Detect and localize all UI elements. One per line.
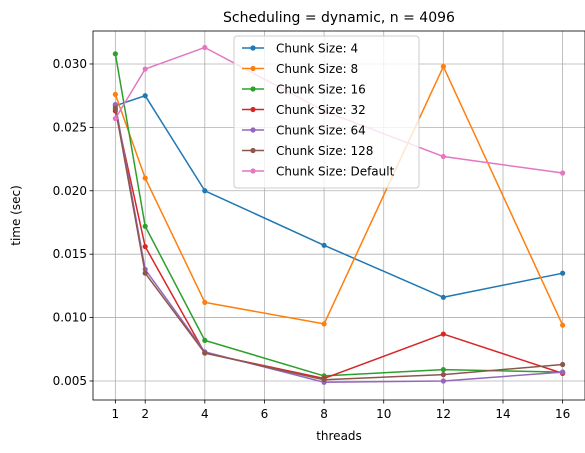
- data-point: [202, 188, 208, 194]
- x-tick-label: 6: [261, 407, 269, 421]
- data-point: [202, 337, 208, 344]
- legend-marker: [250, 127, 256, 133]
- legend-marker: [250, 45, 256, 51]
- x-tick-label: 4: [201, 407, 209, 421]
- series-group: [112, 44, 566, 385]
- data-point: [321, 377, 327, 383]
- axes: 1 2 4 6 8 10 12 14 160.0050.0100.0150.0200.0250.…: [53, 57, 571, 421]
- data-point: [560, 270, 566, 276]
- data-point: [560, 361, 566, 368]
- series-line: [114, 53, 563, 377]
- legend-box: [233, 35, 420, 189]
- x-tick-label: 1: [112, 407, 120, 421]
- data-point: [202, 44, 208, 51]
- x-tick-label: 12: [436, 407, 451, 421]
- data-point: [142, 66, 148, 72]
- data-point: [321, 242, 327, 248]
- legend-label: Chunk Size: 32: [276, 103, 366, 117]
- legend-marker: [250, 86, 256, 92]
- y-tick-label: 0.025: [53, 120, 87, 134]
- legend-label: Chunk Size: 128: [276, 144, 373, 158]
- data-point: [112, 105, 118, 111]
- y-tick-label: 0.015: [53, 247, 87, 261]
- legend-label: Chunk Size: 4: [276, 42, 358, 56]
- data-point: [142, 223, 148, 229]
- data-point: [142, 243, 148, 250]
- x-tick-label: 8: [320, 407, 328, 421]
- data-point: [560, 170, 566, 176]
- data-point: [440, 378, 446, 384]
- y-tick-label: 0.005: [53, 374, 87, 388]
- y-axis-label: time (sec): [9, 185, 23, 246]
- data-point: [440, 366, 446, 373]
- x-tick-label: 16: [555, 407, 570, 421]
- legend-marker: [250, 65, 256, 72]
- data-point: [112, 101, 118, 108]
- series-line: [115, 94, 563, 299]
- data-point: [440, 153, 446, 160]
- y-tick-label: 0.030: [53, 57, 87, 71]
- data-point: [202, 350, 208, 356]
- legend-marker: [250, 106, 256, 113]
- x-axis-label: threads: [316, 429, 362, 443]
- data-point: [142, 270, 148, 276]
- data-point: [440, 294, 446, 300]
- x-tick-label: 2: [141, 407, 149, 421]
- series-line: [114, 108, 563, 381]
- data-point: [560, 369, 566, 375]
- data-point: [112, 91, 118, 98]
- data-point: [202, 299, 208, 305]
- legend-marker: [250, 168, 256, 174]
- plot-frame: [92, 30, 585, 401]
- legend: Chunk Size: 4 Chunk Size: 8 Chunk Size: 16…: [233, 35, 420, 189]
- legend-label: Chunk Size: 8: [276, 62, 358, 76]
- series-line: [114, 65, 564, 326]
- x-tick-label: 14: [495, 407, 510, 421]
- data-point: [142, 93, 148, 99]
- data-point: [560, 322, 566, 328]
- x-tick-label: 10: [376, 407, 391, 421]
- y-tick-label: 0.010: [53, 311, 87, 325]
- y-tick-label: 0.020: [53, 184, 87, 198]
- legend-label: Chunk Size: Default: [276, 165, 395, 179]
- data-point: [440, 331, 446, 337]
- data-point: [440, 63, 446, 70]
- legend-label: Chunk Size: 16: [276, 83, 366, 97]
- legend-label: Chunk Size: 64: [276, 124, 366, 138]
- legend-marker: [250, 147, 256, 154]
- data-point: [321, 321, 327, 327]
- data-point: [440, 372, 446, 378]
- chart-title: Scheduling = dynamic, n = 4096: [223, 10, 455, 26]
- data-point: [112, 51, 118, 57]
- data-point: [112, 115, 118, 122]
- data-point: [142, 175, 148, 181]
